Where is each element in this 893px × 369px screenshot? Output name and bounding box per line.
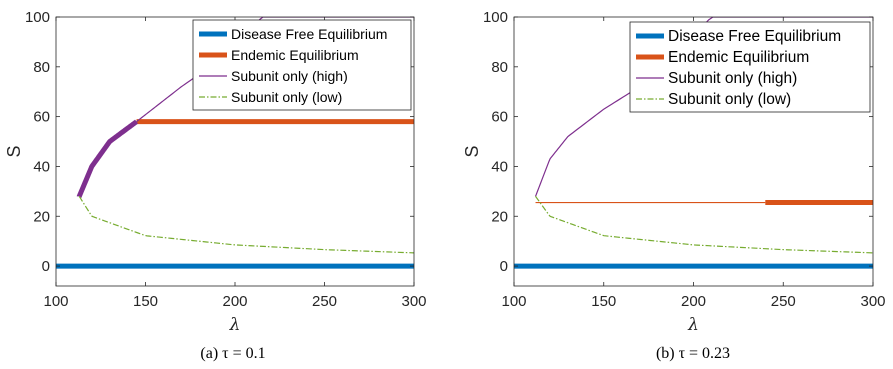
x-axis-label: λ	[229, 315, 241, 335]
panel-b: 100 150 200 250 300 0 20 40 60 80 100 λ S Disease Fre…	[462, 9, 886, 362]
y-tick-label: 20	[33, 208, 50, 225]
panel-caption: (a) τ = 0.1	[200, 345, 265, 362]
legend-label-0: Disease Free Equilibrium	[668, 28, 841, 45]
y-axis-label: S	[462, 145, 482, 157]
x-tick-label: 300	[401, 293, 426, 310]
legend: Disease Free Equilibrium Endemic Equilibr…	[630, 22, 870, 112]
legend: Disease Free Equilibrium Endemic Equilibr…	[193, 20, 411, 110]
x-tick-label: 200	[681, 293, 706, 310]
y-tick-label: 100	[25, 9, 50, 26]
y-tick-label: 40	[491, 158, 508, 175]
legend-label-3: Subunit only (low)	[231, 89, 342, 105]
x-tick-label: 100	[43, 293, 68, 310]
y-tick-label: 80	[491, 59, 508, 76]
legend-label-3: Subunit only (low)	[668, 91, 791, 108]
y-tick-label: 60	[491, 109, 508, 126]
y-tick-label: 0	[42, 258, 50, 275]
y-tick-label: 80	[33, 59, 50, 76]
x-tick-label: 300	[860, 293, 885, 310]
legend-label-0: Disease Free Equilibrium	[231, 26, 387, 42]
legend-label-2: Subunit only (high)	[231, 68, 348, 84]
x-tick-label: 150	[591, 293, 616, 310]
x-tick-label: 100	[501, 293, 526, 310]
panel-caption: (b) τ = 0.23	[656, 345, 730, 362]
legend-label-1: Endemic Equilibrium	[668, 49, 809, 66]
y-tick-label: 0	[500, 258, 508, 275]
x-tick-label: 250	[771, 293, 796, 310]
y-tick-label: 60	[33, 109, 50, 126]
y-tick-label: 40	[33, 158, 50, 175]
y-tick-label: 20	[491, 208, 508, 225]
x-tick-label: 150	[133, 293, 158, 310]
x-tick-label: 200	[222, 293, 247, 310]
y-axis-label: S	[4, 145, 24, 157]
x-axis-label: λ	[687, 315, 699, 335]
panel-a: 100 150 200 250 300 0 20 40 60 80 100 λ S Disease Fre…	[4, 9, 427, 362]
x-tick-label: 250	[312, 293, 337, 310]
y-tick-label: 100	[483, 9, 508, 26]
legend-label-2: Subunit only (high)	[668, 70, 797, 87]
legend-label-1: Endemic Equilibrium	[231, 47, 359, 63]
